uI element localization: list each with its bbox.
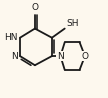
- Text: O: O: [31, 3, 38, 12]
- Text: N: N: [11, 52, 18, 61]
- Text: N: N: [57, 52, 64, 61]
- Text: SH: SH: [67, 19, 79, 28]
- Text: O: O: [81, 52, 88, 61]
- Text: HN: HN: [4, 33, 18, 42]
